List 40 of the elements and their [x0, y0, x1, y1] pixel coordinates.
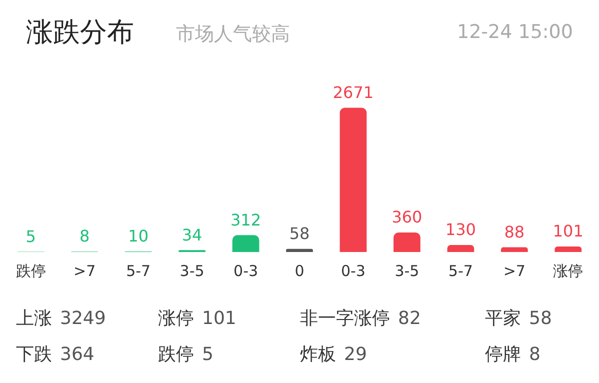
x-tick-label: >7: [503, 262, 526, 280]
text: 下跌 364: [16, 343, 96, 366]
bar: [500, 247, 528, 252]
data-label: 130: [445, 220, 476, 240]
data-label: 10: [128, 226, 148, 246]
text: 涨停 101: [158, 307, 238, 330]
x-tick-label: >7: [74, 262, 96, 280]
x-tick-label: 跌停: [16, 262, 46, 280]
text: 非一字涨停 82: [300, 307, 422, 330]
bar: [340, 108, 367, 252]
bar: [447, 244, 474, 252]
data-label: 8: [79, 226, 90, 246]
chart-title: 涨跌分布: [26, 16, 134, 50]
text: 平家 58: [485, 307, 553, 330]
x-tick-label: 0-3: [340, 262, 366, 280]
x-tick-label: 3-5: [180, 262, 204, 280]
text: 上涨 3249: [16, 307, 107, 330]
bar: [394, 232, 420, 252]
data-label: 312: [230, 210, 262, 230]
text: 跌停 5: [158, 343, 214, 366]
bar: [232, 235, 260, 252]
data-label: 58: [289, 224, 310, 244]
text: 12-24 15:00: [456, 21, 573, 43]
x-tick-label: 5-7: [448, 262, 473, 280]
x-tick-label: 3-5: [394, 262, 420, 280]
data-label: 88: [504, 222, 525, 242]
chart-subtitle: 市场人气较高: [176, 22, 290, 47]
text: 停牌 8: [485, 343, 542, 366]
data-label: 2671: [332, 82, 374, 102]
data-label: 34: [182, 225, 202, 244]
x-tick-label: 0-3: [234, 262, 258, 280]
x-tick-label: 5-7: [126, 262, 151, 280]
bar: [286, 248, 313, 252]
x-tick-label: 0: [294, 262, 304, 280]
text: 炸板 29: [300, 343, 368, 366]
x-tick-label: 涨停: [553, 262, 584, 280]
bar: [554, 246, 582, 252]
data-label: 101: [552, 222, 584, 241]
data-label: 5: [26, 226, 36, 246]
data-label: 360: [392, 208, 422, 227]
